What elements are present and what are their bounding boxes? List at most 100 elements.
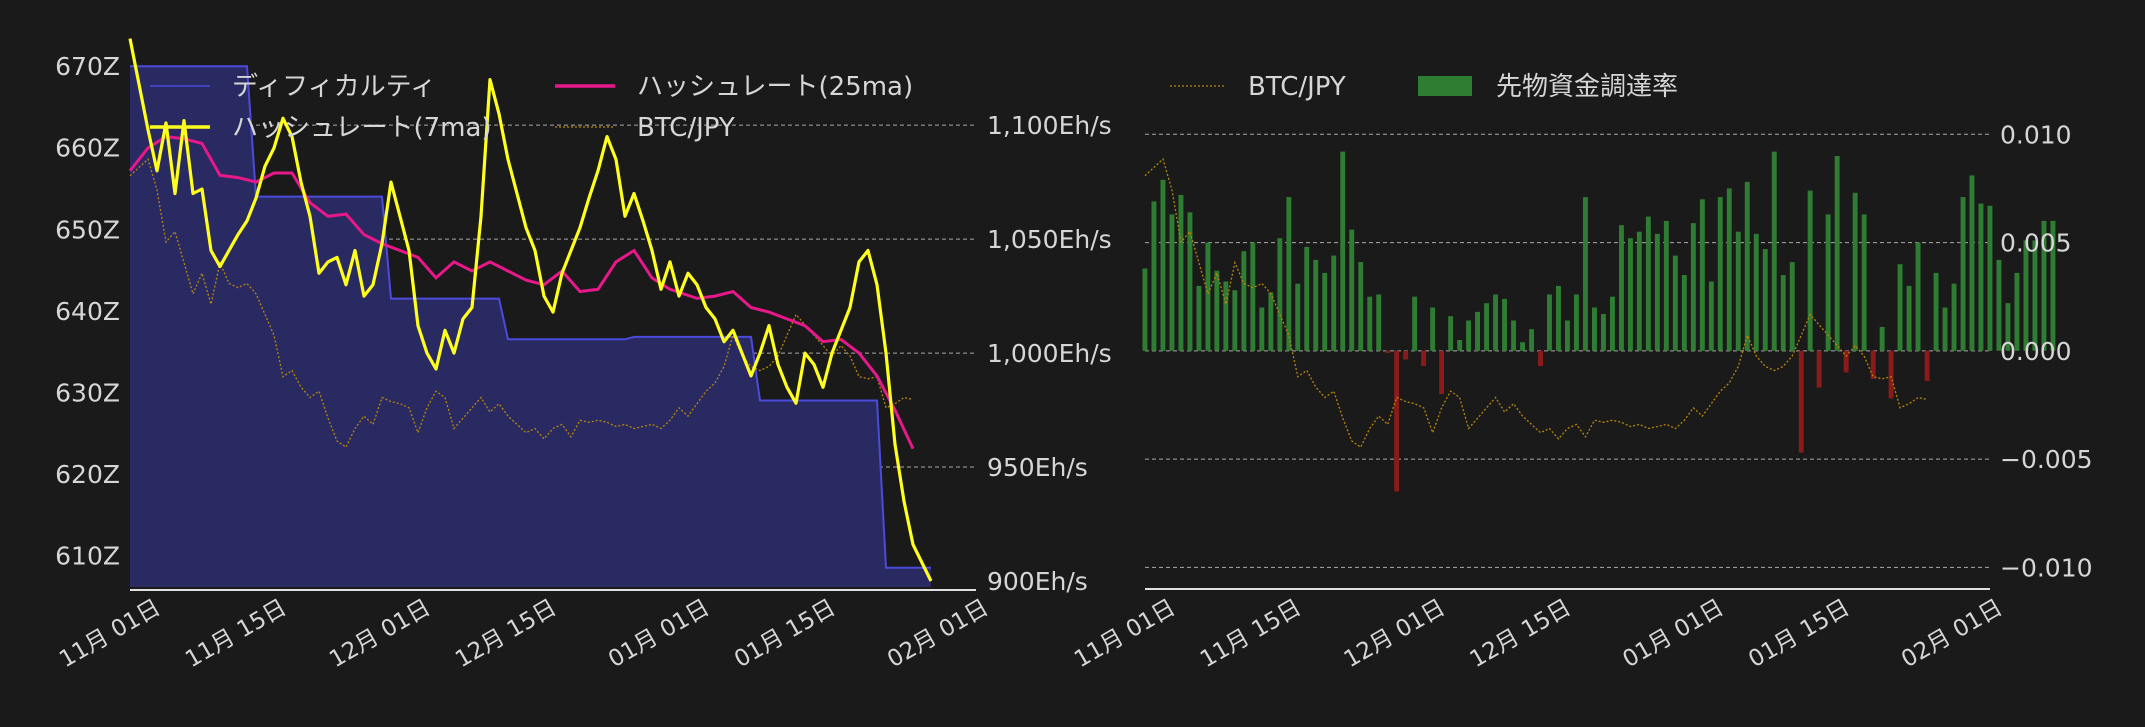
- funding-rate-bar: [1187, 212, 1193, 351]
- funding-rate-bar: [1538, 350, 1543, 366]
- left-y-tick-label: 650Z: [55, 215, 120, 244]
- left-y-tick-label: 630Z: [55, 378, 120, 407]
- funding-rate-bar: [1933, 272, 1939, 351]
- mining-x-tick-label: 12月 01日: [325, 595, 435, 673]
- funding-rate-bar: [2041, 220, 2047, 351]
- funding-rate-bar: [1241, 251, 1247, 351]
- funding-x-tick-label: 12月 15日: [1466, 595, 1576, 673]
- mining-x-tick-label: 02月 01日: [883, 595, 993, 673]
- funding-rate-bar: [1295, 283, 1301, 351]
- funding-rate-bar: [1385, 350, 1391, 353]
- left-y-tick-label: 620Z: [55, 460, 120, 489]
- funding-x-tick-label: 11月 01日: [1070, 595, 1180, 673]
- funding-y-tick-label: 0.000: [2000, 337, 2072, 366]
- mining-x-tick-label: 11月 01日: [55, 595, 165, 673]
- funding-rate-bar: [1843, 350, 1849, 373]
- funding-rate-bar: [1313, 259, 1319, 351]
- funding-rate-bar: [2014, 272, 2020, 351]
- funding-rate-bar: [1690, 223, 1696, 351]
- funding-rate-bar: [1511, 320, 1516, 351]
- mining-legend-label: ディフィカルティ: [232, 72, 436, 102]
- funding-rate-bar: [1816, 350, 1822, 388]
- funding-rate-bar: [1699, 199, 1705, 351]
- funding-rate-bar: [1861, 214, 1867, 351]
- funding-x-tick-label: 11月 15日: [1196, 595, 1306, 673]
- funding-rate-bar: [1268, 292, 1274, 351]
- funding-rate-bar: [1708, 281, 1714, 351]
- right-y-tick-label: 1,000Eh/s: [987, 339, 1112, 368]
- funding-rate-bar: [1214, 270, 1220, 351]
- funding-axes: −0.010 −0.005 0.000 0.005 0.010 11月 01日 11月 15…: [1070, 120, 2092, 673]
- funding-rate-bar: [1151, 201, 1157, 351]
- funding-chart: −0.010 −0.005 0.000 0.005 0.010 11月 01日 11月 15…: [1070, 72, 2092, 673]
- funding-rate-bar: [1681, 275, 1687, 351]
- funding-rate-bar: [1628, 238, 1633, 351]
- funding-rate-bar: [1762, 249, 1768, 351]
- funding-rate-bar: [1142, 268, 1148, 351]
- funding-y-tick-label: 0.005: [2000, 229, 2072, 258]
- funding-rate-bar: [1978, 203, 1984, 351]
- funding-rate-bar: [1960, 197, 1966, 351]
- funding-rate-bar: [1924, 350, 1930, 382]
- funding-rate-bar: [1771, 151, 1777, 351]
- funding-rate-bar: [1322, 272, 1328, 351]
- funding-rate-bar: [1412, 296, 1418, 351]
- hashrate-25ma-line: [128, 135, 915, 450]
- funding-rate-bar: [1825, 214, 1831, 351]
- funding-rate-bar: [1547, 294, 1552, 351]
- right-y-tick-label: 900Eh/s: [987, 567, 1088, 596]
- mining-x-tick-label: 01月 15日: [730, 595, 840, 673]
- funding-legend-label: 先物資金調達率: [1496, 72, 1678, 102]
- funding-rate-bar: [1888, 350, 1894, 399]
- funding-rate-bar: [1601, 314, 1606, 351]
- funding-rate-bar: [1906, 285, 1912, 351]
- funding-rate-bar: [1502, 298, 1507, 351]
- funding-rate-bar: [1277, 238, 1283, 351]
- funding-rate-bar: [1610, 296, 1615, 351]
- funding-rate-bar: [1951, 283, 1957, 351]
- funding-rate-bar: [1834, 156, 1840, 351]
- funding-rate-bar: [1780, 275, 1786, 351]
- left-y-tick-label: 610Z: [55, 541, 120, 570]
- funding-rate-bar: [1340, 151, 1346, 351]
- difficulty-line: [130, 65, 931, 569]
- funding-rate-bar: [1196, 285, 1202, 351]
- funding-rate-bar: [1232, 290, 1238, 351]
- funding-rate-bar: [1367, 296, 1373, 351]
- left-y-tick-label: 640Z: [55, 297, 120, 326]
- funding-rate-bar: [1178, 194, 1184, 351]
- funding-rate-bar: [1852, 192, 1858, 351]
- funding-rate-bar: [1205, 242, 1211, 351]
- funding-x-tick-label: 01月 01日: [1618, 595, 1728, 673]
- mining-chart: 610Z 620Z 630Z 640Z 650Z 660Z 670Z 900Eh/s 950Eh…: [55, 38, 1112, 673]
- funding-rate-bar: [1574, 294, 1579, 351]
- funding-rate-bar: [1996, 259, 2002, 351]
- funding-rate-bar: [1619, 225, 1624, 351]
- left-y-tick-label: 660Z: [55, 134, 120, 163]
- hashrate-7ma-line: [128, 38, 933, 582]
- funding-rate-bar: [1556, 285, 1561, 351]
- funding-rate-bar: [1717, 197, 1723, 351]
- funding-rate-bar: [1672, 255, 1678, 351]
- mining-legend-label: ハッシュレート(25ma): [637, 72, 913, 102]
- funding-rate-bar: [1439, 350, 1445, 395]
- funding-rate-bar: [1169, 214, 1175, 351]
- funding-x-tick-label: 02月 01日: [1897, 595, 2007, 673]
- funding-rate-bar: [1376, 294, 1382, 351]
- funding-rate-bar: [1493, 294, 1498, 351]
- funding-rate-bar: [1915, 242, 1921, 351]
- funding-rate-bar: [1879, 327, 1885, 351]
- funding-rate-bar: [1645, 216, 1651, 351]
- mining-x-tick-label: 11月 15日: [181, 595, 291, 673]
- funding-legend-swatch: [1418, 76, 1472, 96]
- funding-rate-bar: [2023, 240, 2029, 351]
- hashrate-25ma-series: [128, 135, 915, 450]
- hashrate-7ma-series: [128, 38, 933, 582]
- right-y-tick-label: 1,100Eh/s: [987, 111, 1112, 140]
- right-y-tick-label: 950Eh/s: [987, 453, 1088, 482]
- left-y-tick-label: 670Z: [55, 52, 120, 81]
- funding-rate-bar: [1457, 340, 1463, 351]
- difficulty-area: [130, 66, 931, 587]
- funding-rate-bar: [1466, 320, 1471, 351]
